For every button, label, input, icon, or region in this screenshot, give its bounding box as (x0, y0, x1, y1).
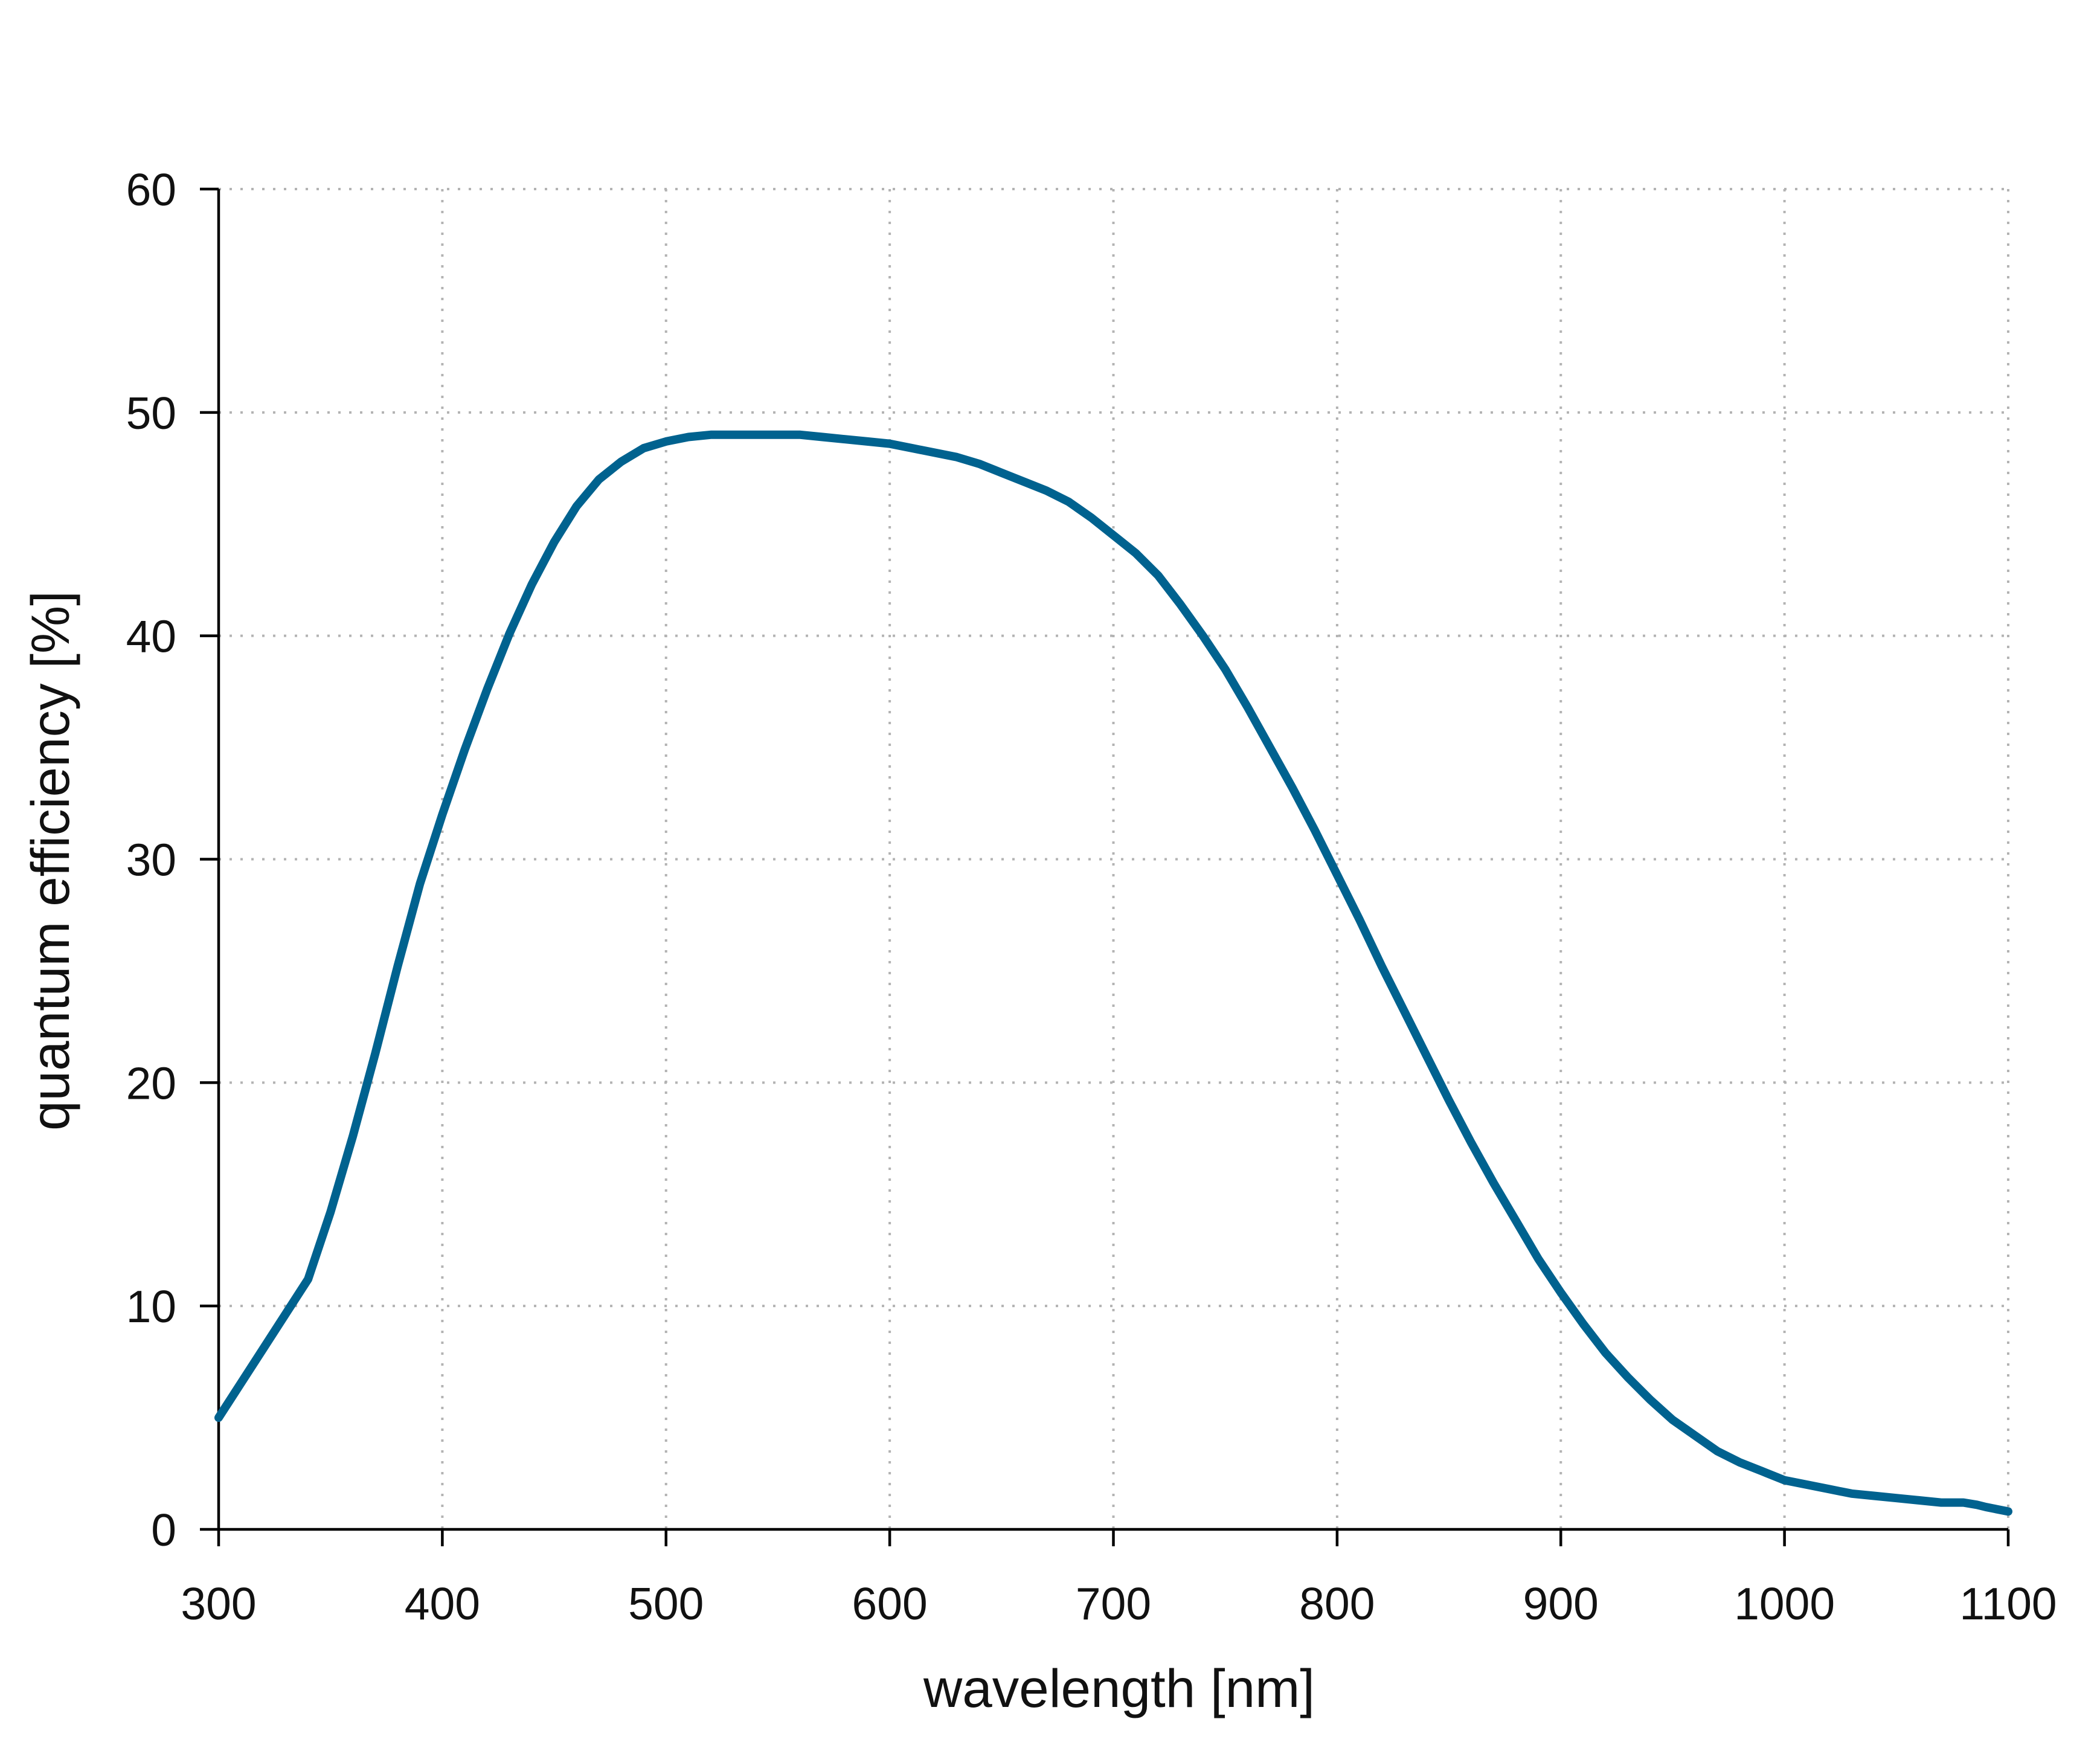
grid-lines (219, 188, 2009, 1529)
y-tick-label-20: 20 (126, 1058, 176, 1108)
x-tick-label-1000: 1000 (1734, 1578, 1835, 1629)
x-tick-label-900: 900 (1523, 1578, 1599, 1629)
y-axis-title: quantum efficiency [%] (20, 591, 80, 1131)
y-tick-label-60: 60 (126, 164, 176, 215)
x-axis-title: wavelength [nm] (923, 1658, 1315, 1718)
axes (217, 189, 2008, 1531)
x-tick-label-1100: 1100 (1959, 1578, 2057, 1629)
y-tick-label-30: 30 (126, 835, 176, 885)
y-tick-label-40: 40 (126, 611, 176, 662)
x-tick-label-500: 500 (628, 1578, 704, 1629)
y-tick-labels: 0 10 20 30 40 50 60 (126, 164, 176, 1555)
x-tick-labels: 300 400 500 600 700 800 900 1000 1100 (181, 1578, 2057, 1629)
x-tick-label-700: 700 (1076, 1578, 1151, 1629)
y-tick-label-0: 0 (151, 1505, 176, 1555)
x-tick-label-400: 400 (405, 1578, 480, 1629)
x-tick-label-600: 600 (852, 1578, 928, 1629)
y-tick-label-50: 50 (126, 388, 176, 439)
tick-marks (200, 187, 2010, 1546)
y-tick-label-10: 10 (126, 1281, 176, 1332)
x-tick-label-800: 800 (1299, 1578, 1375, 1629)
x-tick-label-300: 300 (181, 1578, 256, 1629)
series-layer (214, 430, 2012, 1516)
series-line-quantum-efficiency (214, 430, 2012, 1516)
